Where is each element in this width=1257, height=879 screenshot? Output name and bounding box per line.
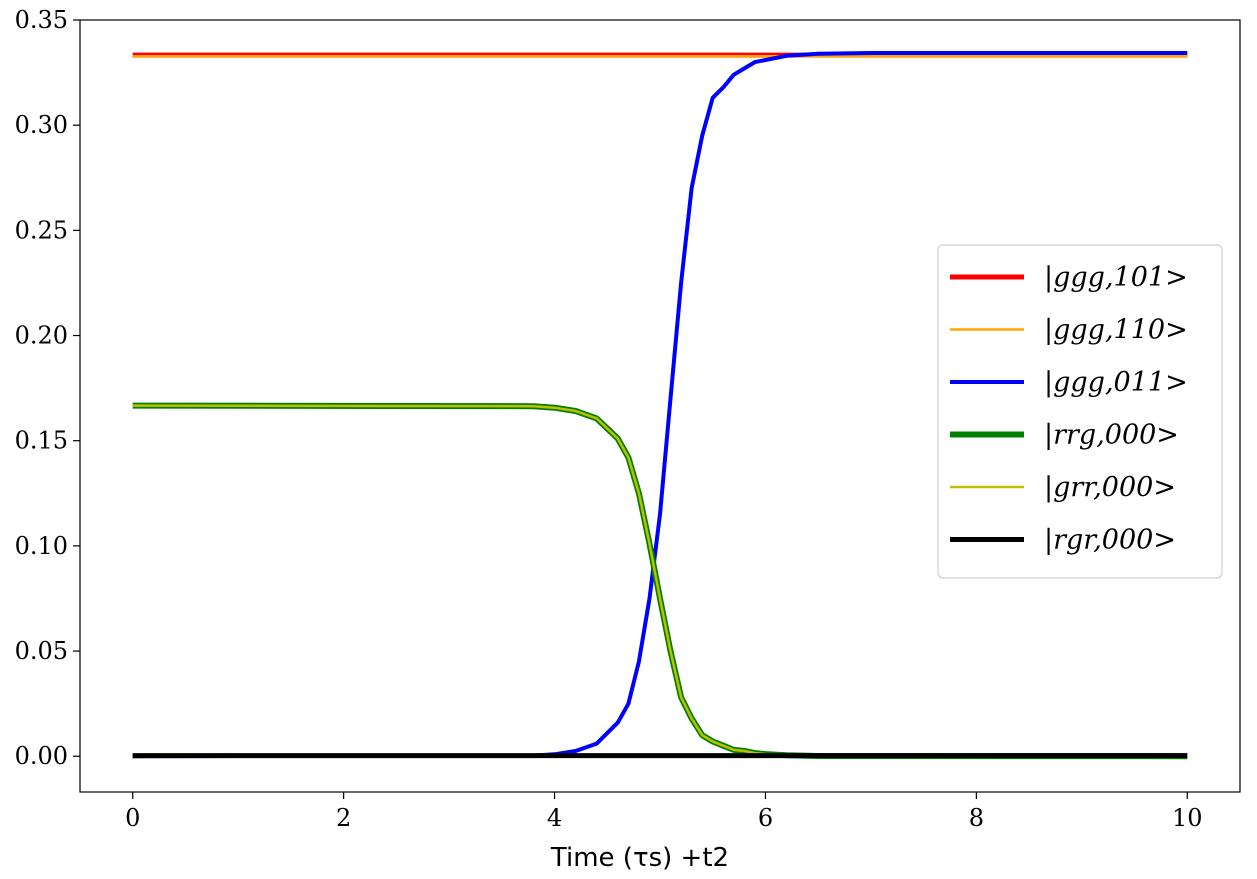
- y-tick-label: 0.15: [15, 427, 68, 455]
- legend-label: |grr,000>: [1044, 472, 1176, 503]
- legend-label: |rrg,000>: [1044, 420, 1179, 451]
- legend-label: |rgr,000>: [1044, 525, 1176, 556]
- series-layer: [132, 51, 1188, 760]
- x-tick-label: 10: [1172, 804, 1203, 832]
- axes-layer: 0 2 4 6 8 10 0.00 0.05 0.10 0.15 0.20 0.25 0.30 0.35: [15, 6, 1203, 832]
- y-tick-label: 0.20: [15, 322, 68, 350]
- x-tick-label: 6: [758, 804, 773, 832]
- y-tick-label: 0.05: [15, 637, 68, 665]
- y-tick-label: 0.00: [15, 742, 68, 770]
- y-tick-label: 0.30: [15, 111, 68, 139]
- y-tick-label: 0.10: [15, 532, 68, 560]
- y-tick-label: 0.35: [15, 6, 68, 34]
- x-axis-title: Time (τs) +t2: [550, 843, 729, 873]
- x-tick-label: 4: [547, 804, 562, 832]
- series-line-2: [132, 51, 1188, 759]
- legend: |ggg,101> |ggg,110> |ggg,011> |rrg,000> |grr…: [937, 244, 1223, 579]
- legend-label: |ggg,110>: [1044, 315, 1188, 346]
- x-tick-label: 2: [336, 804, 351, 832]
- plot-frame: [79, 19, 1241, 793]
- x-tick-label: 8: [969, 804, 984, 832]
- x-tick-label: 0: [125, 804, 140, 832]
- y-tick-label: 0.25: [15, 216, 68, 244]
- legend-label: |ggg,101>: [1044, 262, 1188, 293]
- legend-label: |ggg,011>: [1044, 367, 1188, 398]
